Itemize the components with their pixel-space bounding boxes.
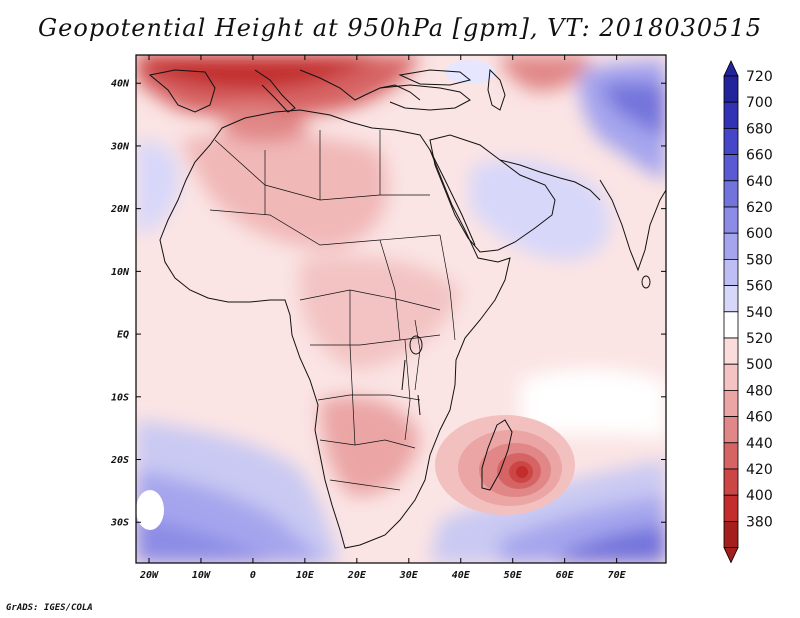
field-atlas-red <box>220 106 310 142</box>
colorbar-label: 440 <box>746 436 773 452</box>
madagascar-coastline <box>481 419 513 491</box>
colorbar-label: 580 <box>746 252 773 268</box>
arabia-coastline <box>429 134 556 253</box>
colorbar-label: 520 <box>746 331 773 347</box>
lat-label: 30S <box>110 518 129 529</box>
lake-tanganyika <box>401 359 406 391</box>
lat-label: 10N <box>111 267 130 278</box>
colorbar-label: 700 <box>746 95 773 111</box>
colorbar-label: 460 <box>746 410 773 426</box>
field-med-red-2 <box>136 55 380 91</box>
colorbar-segment <box>723 389 739 417</box>
colorbar-segment <box>723 416 739 444</box>
sri-lanka <box>641 275 651 289</box>
lat-label: 30N <box>110 141 130 152</box>
colorbar-segment <box>723 180 739 208</box>
lake-malawi <box>417 394 421 416</box>
field-caspian-red <box>500 55 590 91</box>
lake-victoria <box>409 335 423 355</box>
colorbar-label: 420 <box>746 462 773 478</box>
plot-frame <box>135 54 667 564</box>
colorbar: 720 700 680 660 640 620 600 580 560 540 520 500 480 4… <box>723 60 773 564</box>
colorbar-segment <box>723 206 739 234</box>
lon-label: 40E <box>452 570 471 581</box>
lon-label: 60E <box>556 570 575 581</box>
colorbar-label: 560 <box>746 279 773 295</box>
italy <box>254 69 296 113</box>
lon-label: 10E <box>296 570 315 581</box>
colorbar-segment <box>723 311 739 339</box>
colorbar-label: 660 <box>746 148 773 164</box>
colorbar-segment <box>723 285 739 313</box>
colorbar-segment <box>723 258 739 286</box>
lat-label: EQ <box>117 330 129 341</box>
grads-credit: GrADS: IGES/COLA <box>6 603 93 613</box>
lat-label: 10S <box>111 392 129 403</box>
iran-coast <box>499 159 601 201</box>
colorbar-label: 480 <box>746 383 773 399</box>
madagascar-low <box>435 415 575 515</box>
lon-label: 20E <box>347 570 367 581</box>
colorbar-label: 400 <box>746 488 773 504</box>
field-blacksea-blue <box>445 60 495 84</box>
colorbar-segment <box>723 442 739 470</box>
caspian <box>487 68 506 111</box>
field-sw-white <box>136 490 164 530</box>
colorbar-label: 640 <box>746 174 773 190</box>
geopotential-field <box>136 55 666 563</box>
colorbar-segment <box>723 127 739 155</box>
lon-label: 30E <box>399 570 419 581</box>
iberia <box>148 69 216 113</box>
colorbar-segment <box>723 363 739 391</box>
colorbar-segment <box>723 521 739 549</box>
colorbar-label: 540 <box>746 305 773 321</box>
lat-label: 20N <box>110 204 130 215</box>
lat-label: 20S <box>110 455 129 466</box>
chart-title: Geopotential Height at 950hPa [gpm], VT:… <box>38 14 762 42</box>
colorbar-label: 500 <box>746 357 773 373</box>
field-hima-blue-2 <box>600 82 666 140</box>
colorbar-under-triangle <box>723 547 739 564</box>
colorbar-segment <box>723 468 739 496</box>
balkans <box>299 69 421 101</box>
red-sea <box>429 149 476 246</box>
colorbar-label: 680 <box>746 121 773 137</box>
turkey <box>379 84 471 111</box>
field-sahara-red <box>180 132 388 250</box>
colorbar-segment <box>723 75 739 103</box>
coastlines <box>148 68 666 549</box>
field-arabia-blue <box>470 159 610 260</box>
colorbar-segment <box>723 232 739 260</box>
colorbar-label: 720 <box>746 69 773 85</box>
field-sw-blue-3 <box>136 515 280 563</box>
black-sea <box>398 69 472 86</box>
field-atl-blue <box>136 140 180 235</box>
field-io-white <box>520 368 666 440</box>
colorbar-label: 620 <box>746 200 773 216</box>
longitude-axis: 20W 10W 0 10E 20E 30E 40E 50E 60E 70E <box>139 55 627 581</box>
colorbar-label: 600 <box>746 226 773 242</box>
colorbar-segment <box>723 337 739 365</box>
lon-label: 20W <box>139 570 159 581</box>
lat-label: 40N <box>111 79 130 90</box>
field-se-blue-3 <box>560 525 666 563</box>
colorbar-label: 380 <box>746 514 773 530</box>
colorbar-segment <box>723 154 739 182</box>
colorbar-segment <box>723 101 739 129</box>
field-south-red <box>320 396 420 496</box>
colorbar-segment <box>723 494 739 522</box>
lon-label: 50E <box>504 570 523 581</box>
field-central-red <box>300 256 460 370</box>
colorbar-over-triangle <box>723 60 739 77</box>
latitude-axis: 40N 30N 20N 10N EQ 10S 20S 30S <box>110 79 666 529</box>
india-coastline <box>599 179 666 272</box>
lon-label: 70E <box>608 570 627 581</box>
lon-label: 10W <box>192 570 211 581</box>
lon-label: 0 <box>250 570 256 581</box>
